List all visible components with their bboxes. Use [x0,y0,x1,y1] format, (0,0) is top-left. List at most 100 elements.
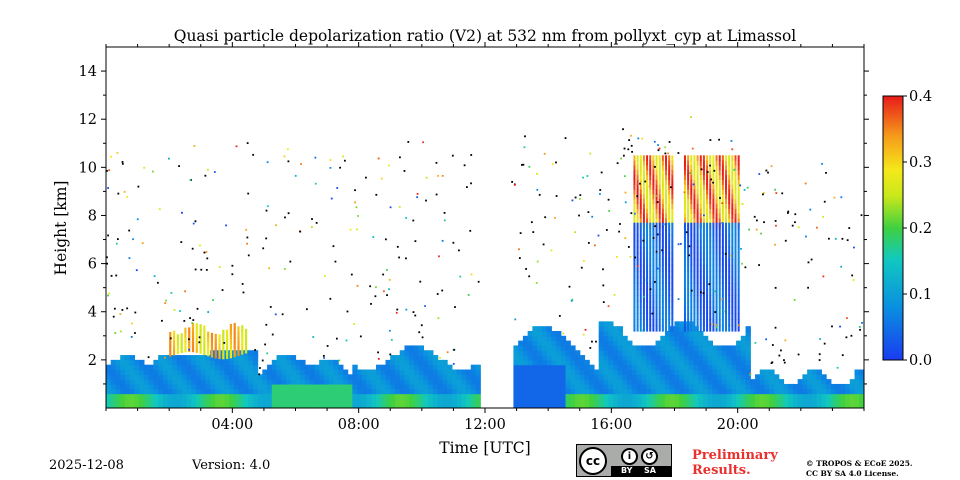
heat-cell [725,306,728,314]
heat-cell [736,393,742,399]
heat-cell [139,383,145,390]
speckle [353,323,356,325]
heat-cell [342,383,349,390]
heat-cell [219,374,226,380]
heat-cell [797,393,804,399]
heat-cell [731,234,734,242]
heat-cell [399,398,406,404]
heat-cell [598,330,605,337]
heat-cell [693,208,696,214]
heat-cell [342,379,349,385]
heat-cell [737,174,740,180]
heat-cell [199,333,202,340]
heat-cell [690,188,693,195]
speckle [206,257,209,260]
heat-cell [418,350,425,356]
speckle [602,268,604,271]
heat-cell [683,184,686,190]
speckle [169,337,172,340]
heat-cell [390,369,396,375]
heat-cell [721,379,728,385]
heat-cell [674,393,680,399]
heat-cell [652,246,655,254]
speckle [329,297,332,300]
heat-cell [631,383,638,390]
heat-cell [854,388,860,395]
heat-cell [603,383,609,390]
heat-cell [655,403,661,408]
heat-cell [687,203,690,209]
heat-cell [683,326,690,332]
heat-cell [300,383,306,390]
heat-cell [641,374,647,380]
heat-cell [655,288,658,296]
heat-cell [186,364,192,371]
speckle [831,325,833,328]
heat-cell [671,252,674,260]
heat-cell [687,240,690,248]
heat-cell [661,234,664,242]
speckle [664,146,667,149]
speckle [188,348,191,351]
heat-cell [428,388,434,395]
heat-cell [219,403,226,408]
speckle [425,199,427,202]
heat-cell [721,393,728,399]
heat-cell [679,335,685,342]
heat-cell [709,306,712,314]
heat-cell [556,388,562,395]
heat-cell [665,164,668,171]
speckle [173,308,176,311]
heat-cell [423,403,429,408]
heat-cell [665,208,668,214]
heat-cell [191,332,195,338]
speckle [375,286,377,289]
heat-cell [513,383,519,390]
speckle [241,283,244,285]
heat-cell [665,258,668,266]
heat-cell [683,234,686,242]
heat-cell [693,184,696,190]
heat-cell [698,359,704,366]
heat-cell [740,335,747,342]
speckle [616,162,619,165]
heat-cell [721,160,724,166]
heat-cell [745,330,751,337]
heat-cell [699,208,702,214]
heat-cell [646,169,649,176]
heat-cell [702,306,705,314]
heat-cell [565,364,571,371]
heat-cell [556,374,562,380]
heat-cell [319,393,325,399]
heat-cell [153,369,159,375]
heat-cell [652,188,655,195]
heat-cell [734,300,737,308]
heat-cell [565,398,571,404]
heat-cell [693,188,696,195]
heat-cell [668,169,671,176]
heat-cell [715,208,718,214]
heat-cell [172,403,178,408]
heat-cell [219,393,226,399]
heat-cell [551,388,557,395]
heat-cell [233,383,240,390]
heat-cell [622,374,628,380]
heat-cell [229,383,235,390]
heat-cell [200,364,207,371]
heat-cell [706,240,709,248]
heat-cell [690,312,693,320]
heat-cell [338,369,344,375]
speckle [740,247,742,250]
heat-cell [687,188,690,195]
heat-cell [522,393,529,399]
speckle [774,220,777,222]
heat-cell [750,398,756,404]
heat-cell [655,282,658,290]
heat-cell [241,344,244,350]
heat-cell [167,374,173,380]
heat-cell [671,198,674,205]
heat-cell [736,359,742,366]
heat-cell [252,383,259,390]
heat-cell [466,383,472,390]
speckle [620,157,622,160]
